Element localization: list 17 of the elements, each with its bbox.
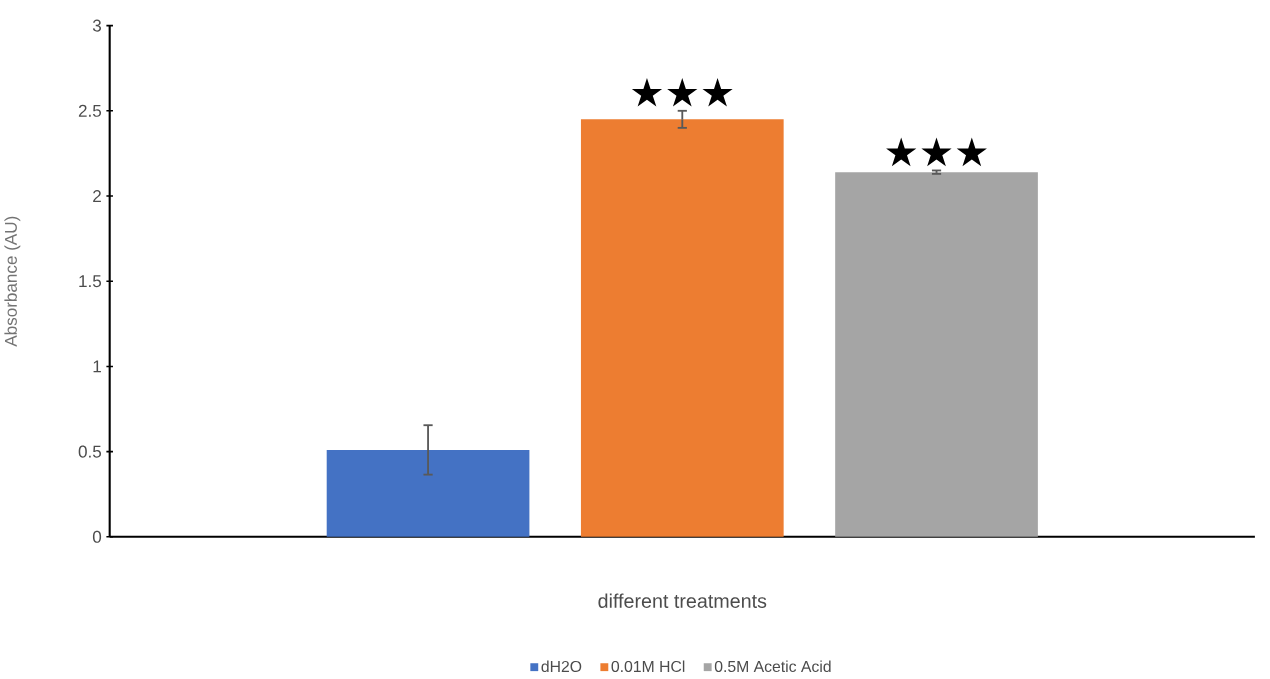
legend-label: dH2O bbox=[541, 660, 582, 672]
y-tick-label: 0 bbox=[92, 530, 102, 543]
annotation: ★★★ bbox=[631, 77, 733, 107]
bar bbox=[580, 119, 784, 537]
y-tick-label: 1.5 bbox=[79, 275, 102, 288]
y-tick-label: 2.5 bbox=[78, 104, 102, 117]
y-tick-label: 1 bbox=[93, 360, 101, 373]
annotation: ★★★ bbox=[886, 137, 987, 167]
y-tick-label: 3 bbox=[92, 19, 102, 32]
legend-label: 0.01M HCl bbox=[611, 660, 685, 672]
x-axis-title: different treatments bbox=[598, 593, 767, 608]
bar bbox=[835, 172, 1038, 537]
y-tick-label: 0.5 bbox=[78, 445, 102, 458]
bar bbox=[326, 449, 530, 537]
legend-label: 0.5M Acetic Acid bbox=[714, 660, 831, 672]
y-axis-title: Absorbance (AU) bbox=[4, 216, 21, 347]
y-tick-label: 2 bbox=[93, 189, 101, 202]
